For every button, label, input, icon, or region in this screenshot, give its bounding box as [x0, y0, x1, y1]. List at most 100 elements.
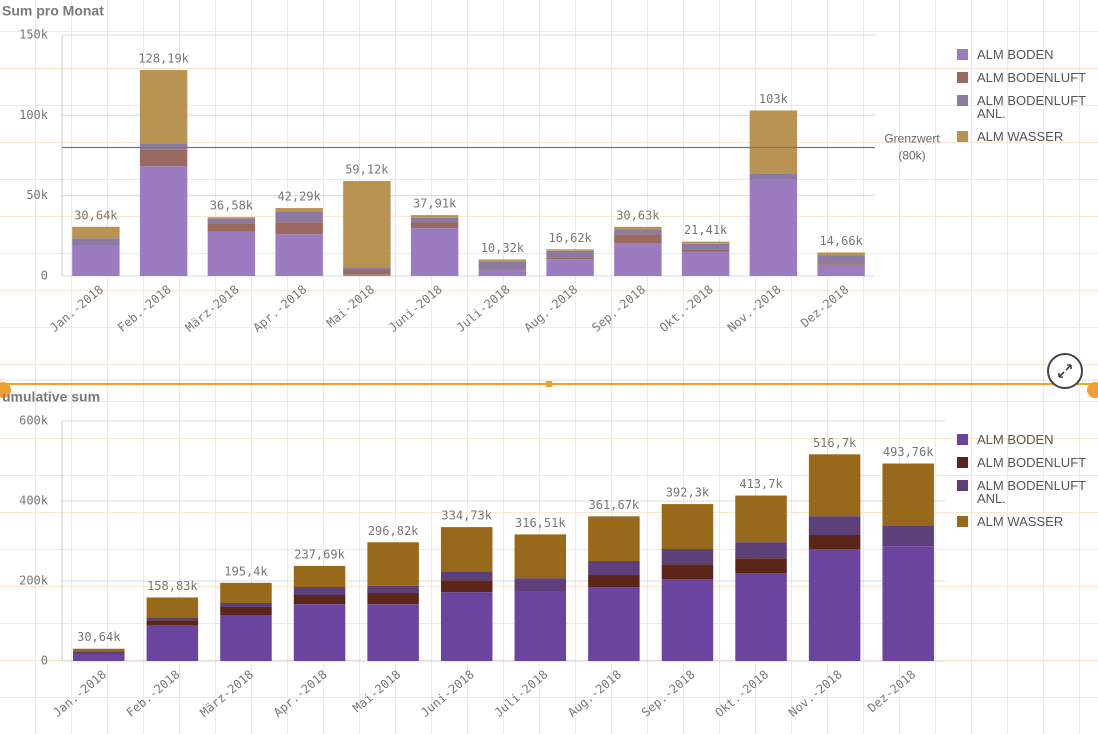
legend-item: ALM BODENLUFT — [957, 456, 1092, 469]
bar-segment — [661, 564, 714, 579]
bar-segment — [546, 257, 594, 260]
x-tick-label: Sep.-2018 — [639, 667, 698, 720]
bar-segment — [681, 249, 730, 252]
bar-segment — [220, 603, 272, 607]
legend-swatch — [957, 480, 968, 491]
bar-segment — [808, 454, 861, 517]
bar-segment — [220, 607, 272, 615]
legend-label: ALM WASSER — [977, 514, 1064, 529]
y-tick-label: 0 — [41, 654, 48, 668]
total-label: 158,83k — [147, 579, 198, 593]
y-tick-label: 600k — [19, 414, 49, 428]
x-tick-label: Mai-2018 — [350, 667, 403, 715]
x-tick-label: Feb.-2018 — [115, 282, 174, 335]
total-label: 392,3k — [666, 486, 710, 500]
bar-segment — [73, 653, 125, 661]
legend-label: ALM BODENLUFT ANL. — [977, 478, 1086, 506]
bar-segment — [546, 249, 594, 251]
chart-title: umulative sum — [2, 389, 100, 405]
y-tick-label: 400k — [19, 494, 49, 508]
x-tick-label: Sep.-2018 — [589, 282, 648, 335]
bar-segment — [440, 527, 493, 572]
bar-segment — [367, 604, 419, 661]
x-tick-label: Dez-2018 — [798, 282, 851, 330]
legend-item: ALM BODEN — [957, 48, 1092, 61]
bar-segment — [207, 231, 256, 276]
legend-label: ALM WASSER — [977, 129, 1064, 144]
x-tick-label: März-2018 — [183, 282, 242, 335]
bar-segment — [749, 173, 798, 180]
bar-segment — [410, 228, 459, 276]
total-label: 16,62k — [548, 231, 592, 245]
legend-item: ALM BODENLUFT ANL. — [957, 479, 1092, 505]
x-tick-label: Feb.-2018 — [124, 667, 183, 720]
bar-segment — [817, 255, 865, 264]
total-label: 493,76k — [883, 445, 934, 459]
legend-item: ALM BODEN — [957, 433, 1092, 446]
x-tick-label: Juli-2018 — [492, 667, 551, 720]
y-tick-label: 50k — [26, 188, 48, 202]
bar-segment — [275, 234, 323, 276]
total-label: 42,29k — [277, 190, 321, 204]
total-label: 237,69k — [294, 547, 345, 561]
total-label: 361,67k — [589, 498, 640, 512]
bar-segment — [440, 580, 493, 593]
bar-segment — [749, 179, 798, 276]
total-label: 30,63k — [616, 208, 660, 222]
bar-segment — [882, 463, 934, 526]
bar-segment — [293, 565, 346, 587]
chart-title: Sum pro Monat — [2, 3, 104, 19]
x-tick-label: Juni-2018 — [418, 667, 477, 720]
x-tick-label: Apr.-2018 — [250, 282, 309, 335]
resize-handle[interactable] — [0, 382, 11, 398]
total-label: 195,4k — [224, 564, 268, 578]
bar-segment — [410, 215, 459, 218]
bar-segment — [514, 591, 567, 661]
bar-segment — [367, 585, 419, 593]
resize-handle[interactable] — [1087, 382, 1098, 398]
bar-segment — [72, 245, 120, 276]
bar-segment — [146, 617, 199, 621]
bar-segment — [293, 595, 346, 605]
bar-segment — [514, 534, 567, 579]
bar-segment — [343, 181, 391, 268]
legend-item: ALM WASSER — [957, 130, 1092, 143]
total-label: 103k — [759, 92, 789, 106]
bar-segment — [367, 542, 419, 586]
bar-segment — [367, 593, 419, 605]
bar-segment — [588, 561, 640, 575]
bar-segment — [749, 110, 798, 174]
legend-label: ALM BODENLUFT ANL. — [977, 93, 1086, 121]
bar-segment — [146, 625, 199, 661]
total-label: 30,64k — [77, 630, 121, 644]
x-tick-label: Aug.-2018 — [565, 667, 624, 720]
bar-segment — [440, 592, 493, 661]
bar-segment — [139, 166, 188, 276]
bar-segment — [275, 211, 323, 223]
bar-segment — [410, 222, 459, 229]
legend-item: ALM BODENLUFT ANL. — [957, 94, 1092, 120]
y-tick-label: 200k — [19, 574, 49, 588]
total-label: 413,7k — [739, 477, 783, 491]
bar-segment — [882, 546, 934, 661]
bar-segment — [207, 223, 256, 232]
x-tick-label: Jan.-2018 — [47, 282, 106, 335]
expand-button[interactable] — [1047, 353, 1083, 389]
x-tick-label: Juli-2018 — [454, 282, 513, 335]
bar-segment — [681, 251, 730, 276]
bar-segment — [614, 234, 662, 244]
legend-label: ALM BODENLUFT — [977, 70, 1087, 85]
x-tick-label: Okt.-2018 — [712, 667, 771, 720]
bar-segment — [410, 217, 459, 223]
bar-segment — [661, 504, 714, 549]
bar-segment — [546, 250, 594, 258]
x-tick-label: Nov.-2018 — [725, 282, 784, 335]
bar-segment — [681, 243, 730, 250]
legend-swatch — [957, 95, 968, 106]
y-tick-label: 100k — [19, 108, 49, 122]
resize-handle[interactable] — [546, 381, 552, 387]
bar-segment — [293, 587, 346, 595]
bar-segment — [588, 575, 640, 587]
